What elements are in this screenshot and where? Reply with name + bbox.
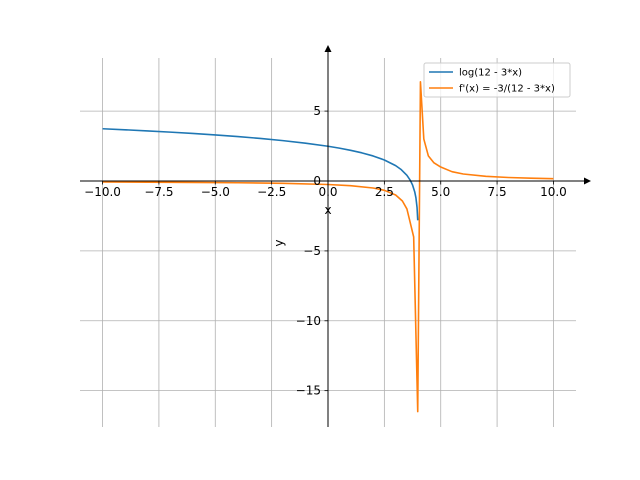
x-tick-label: −5.0 (201, 185, 230, 199)
x-tick-label: −7.5 (144, 185, 173, 199)
x-tick-label: 2.5 (375, 185, 394, 199)
x-axis-arrow (584, 177, 591, 185)
x-axis-label: x (324, 203, 331, 217)
y-tick-label: 0 (313, 174, 321, 188)
series-layer (102, 80, 554, 413)
legend-label-1: log(12 - 3*x) (459, 68, 522, 79)
x-tick-label: 7.5 (488, 185, 507, 199)
y-tick-label: −5 (303, 244, 321, 258)
x-tick-label: 5.0 (431, 185, 450, 199)
series-line-2 (102, 80, 554, 413)
y-tick-label: 5 (313, 104, 321, 118)
x-tick-label: −10.0 (84, 185, 121, 199)
x-tick-label: 10.0 (540, 185, 567, 199)
y-tick-label: −10 (296, 314, 321, 328)
y-axis-arrow (324, 45, 332, 52)
legend-box (423, 62, 571, 98)
axes (80, 45, 591, 427)
x-tick-label: −2.5 (257, 185, 286, 199)
y-axis-label: y (272, 239, 286, 246)
x-ticks: −10.0 −7.5 −5.0 −2.5 0.0 2.5 5.0 7.5 10.0 (84, 181, 567, 199)
x-tick-label: 0.0 (318, 185, 337, 199)
legend: log(12 - 3*x) f'(x) = -3/(12 - 3*x) (423, 62, 571, 98)
legend-label-2: f'(x) = -3/(12 - 3*x) (459, 84, 555, 95)
y-ticks: −15 −10 −5 0 5 (296, 104, 328, 398)
series-line-1 (102, 127, 419, 221)
y-tick-label: −15 (296, 384, 321, 398)
